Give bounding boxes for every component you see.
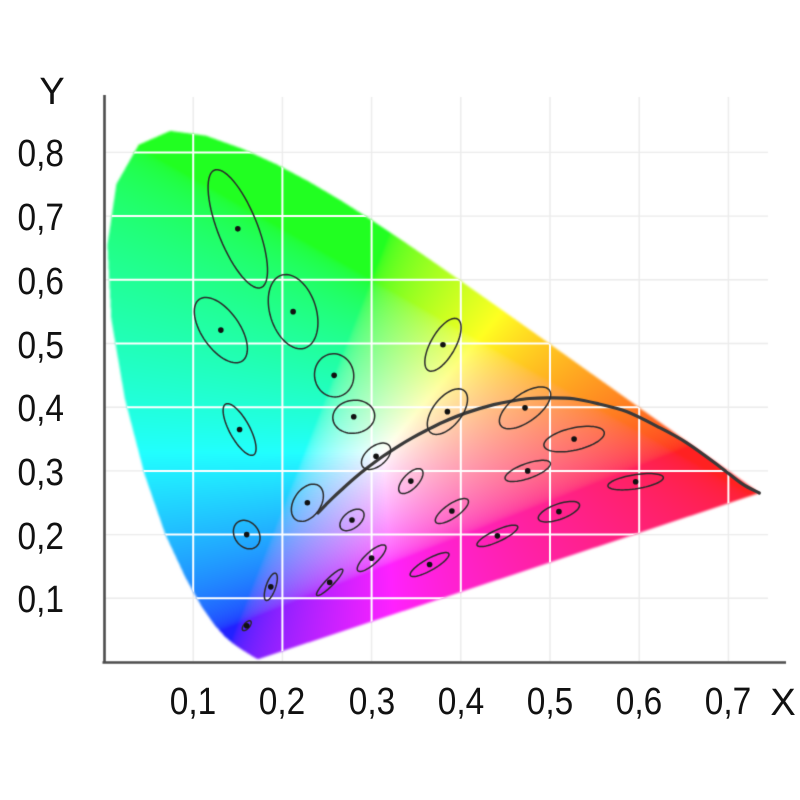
x-tick-label: 0,3 xyxy=(348,681,395,723)
y-tick-label: 0,5 xyxy=(17,324,64,367)
y-tick-label: 0,4 xyxy=(17,388,64,431)
y-tick-label: 0,6 xyxy=(17,260,64,303)
y-tick-label: 0,1 xyxy=(17,579,64,622)
x-tick-label: 0,6 xyxy=(615,681,663,723)
x-tick-label: 0,2 xyxy=(259,681,306,723)
y-tick-label: 0,3 xyxy=(17,451,64,494)
x-tick-label: 0,1 xyxy=(169,681,217,723)
x-tick-label: 0,7 xyxy=(705,681,752,723)
x-tick-label: 0,4 xyxy=(437,681,485,723)
y-tick-label: 0,8 xyxy=(17,133,64,176)
y-axis-title: Y xyxy=(39,71,65,113)
y-tick-label: 0,7 xyxy=(17,197,64,240)
x-axis-title: X xyxy=(770,682,796,724)
y-tick-label: 0,2 xyxy=(17,515,64,558)
x-tick-label: 0,5 xyxy=(526,681,574,723)
